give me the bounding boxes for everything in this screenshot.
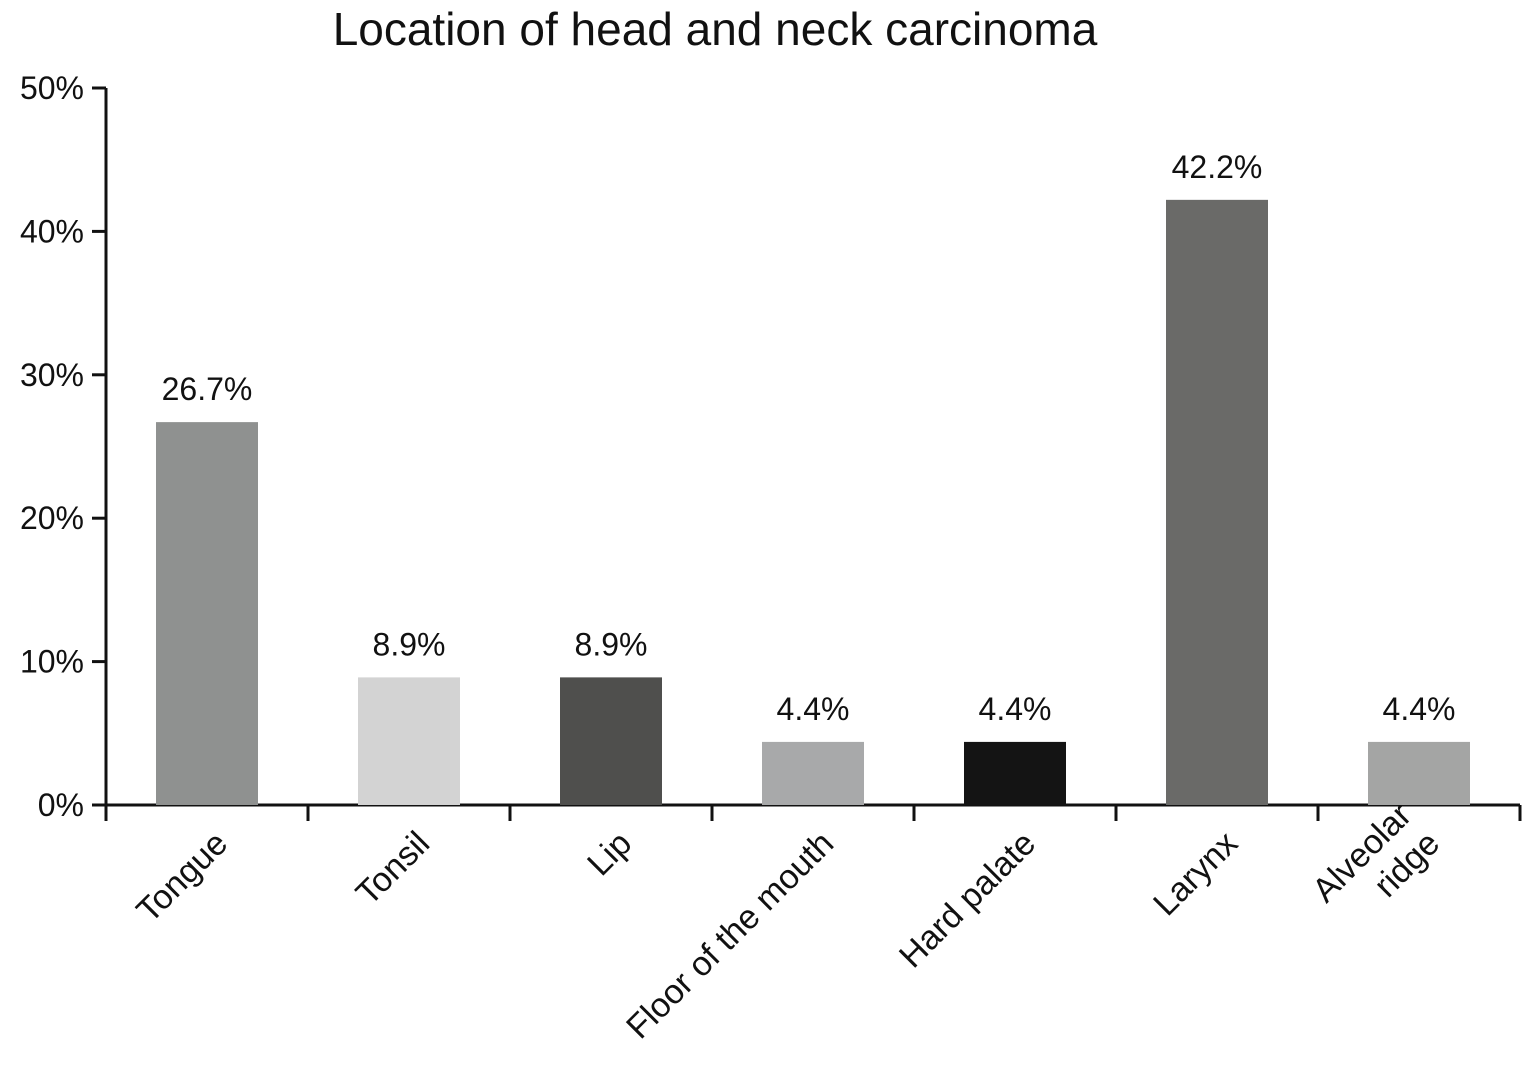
x-tick-label-text: Hard palate (892, 824, 1043, 975)
x-tick-label: Tongue (129, 824, 235, 930)
x-tick-label: Hard palate (892, 824, 1043, 975)
x-tick-label-text: Floor of the mouth (619, 824, 841, 1046)
x-tick-label-line: Lip (580, 824, 639, 883)
bar-value-label: 4.4% (777, 691, 850, 727)
bar (358, 677, 460, 805)
bar (560, 677, 662, 805)
bar (1368, 741, 1470, 805)
x-tick-label: Larynx (1146, 824, 1245, 923)
bar-value-label: 26.7% (162, 371, 253, 407)
bar (1166, 199, 1268, 806)
bar-value-label: 4.4% (979, 691, 1052, 727)
x-tick-label-line: Larynx (1146, 824, 1245, 923)
bar (156, 422, 258, 805)
x-tick-label: Alveolarridge (1305, 796, 1447, 938)
x-tick-label-line: Hard palate (892, 824, 1043, 975)
y-tick-label: 40% (20, 213, 84, 249)
x-tick-label-text: Alveolarridge (1305, 796, 1447, 938)
chart-title: Location of head and neck carcinoma (333, 3, 1098, 55)
y-tick-label: 50% (20, 70, 84, 106)
y-tick-label: 20% (20, 500, 84, 536)
x-tick-label-line: Floor of the mouth (619, 824, 841, 1046)
x-tick-label-line: Tonsil (349, 824, 437, 912)
y-axis: 0% 10% 20% 30% 40% 50% (20, 70, 108, 823)
bar-value-label: 42.2% (1172, 149, 1263, 185)
y-tick-label: 30% (20, 357, 84, 393)
x-tick-label: Floor of the mouth (619, 824, 841, 1046)
bar (762, 741, 864, 805)
x-tick-label: Tonsil (349, 824, 437, 912)
x-tick-label-text: Tongue (129, 824, 235, 930)
bars: 26.7% 8.9% 8.9% 4.4% 4.4% 42.2% 4.4% (156, 149, 1470, 806)
x-tick-label-line: Tongue (129, 824, 235, 930)
bar-value-label: 8.9% (575, 626, 648, 662)
bar-value-label: 8.9% (373, 626, 446, 662)
x-tick-label-text: Larynx (1146, 824, 1245, 923)
x-tick-label-text: Tonsil (349, 824, 437, 912)
bar (964, 741, 1066, 805)
bar-value-label: 4.4% (1383, 691, 1456, 727)
y-tick-label: 10% (20, 644, 84, 680)
y-tick-label: 0% (38, 787, 84, 823)
x-tick-label: Lip (580, 824, 639, 883)
x-tick-label-text: Lip (580, 824, 639, 883)
